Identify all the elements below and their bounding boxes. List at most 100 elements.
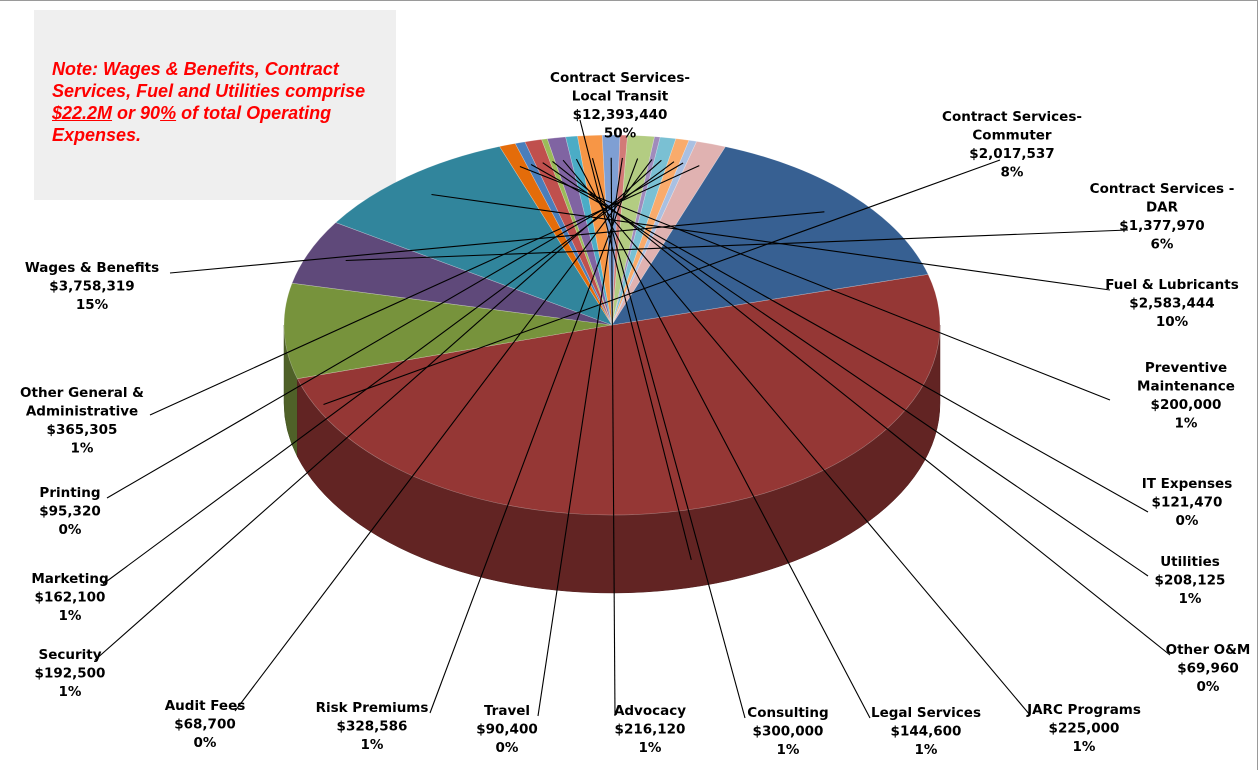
note-prefix: Note: Wages & Benefits, Contract Service… <box>52 59 366 101</box>
slice-label-name: Contract Services- <box>550 70 690 86</box>
note-text: Note: Wages & Benefits, Contract Service… <box>52 58 382 146</box>
data-label-printing: Printing $95,320 0% <box>39 485 101 538</box>
data-label-contract-services-commuter: Contract Services- Commuter $2,017,537 8% <box>942 109 1082 181</box>
slice-other-o-m <box>541 138 613 326</box>
slice-label-name: Contract Services - <box>1090 181 1235 197</box>
slice-label-percent: 1% <box>71 441 94 457</box>
slice-label-name: Advocacy <box>614 703 686 719</box>
data-label-contract-services-dar: Contract Services - DAR $1,377,970 6% <box>1090 181 1235 253</box>
slice-label-percent: 1% <box>1073 739 1096 755</box>
leader-line-wages-benefits <box>169 211 825 274</box>
slice-label-percent: 0% <box>1197 679 1220 695</box>
slice-label-name: Administrative <box>26 404 138 420</box>
leader-line-advocacy <box>610 157 616 717</box>
slice-label-name: Consulting <box>747 705 828 721</box>
data-label-wages-benefits: Wages & Benefits $3,758,319 15% <box>25 260 159 313</box>
slice-label-percent: 0% <box>496 740 519 756</box>
slice-label-name: Preventive <box>1145 360 1227 376</box>
slice-label-value: $95,320 <box>39 504 101 520</box>
slice-label-percent: 0% <box>59 522 82 538</box>
slice-label-name: Maintenance <box>1137 379 1235 395</box>
slice-label-name: Legal Services <box>871 705 981 721</box>
data-label-legal-services: Legal Services $144,600 1% <box>871 705 981 758</box>
slice-label-name: Wages & Benefits <box>25 260 159 276</box>
slice-label-name: Printing <box>39 485 100 501</box>
note-amount: $22.2M <box>52 103 113 123</box>
data-label-marketing: Marketing $162,100 1% <box>31 571 108 624</box>
slice-label-percent: 50% <box>604 126 637 142</box>
note-box: Note: Wages & Benefits, Contract Service… <box>34 10 396 200</box>
slice-label-name: Other O&M <box>1166 642 1251 658</box>
slice-label-value: $2,017,537 <box>969 146 1054 162</box>
leader-line-jarc-programs <box>562 159 1031 716</box>
slice-label-percent: 1% <box>1179 591 1202 607</box>
slice-label-name: JARC Programs <box>1026 702 1141 718</box>
data-label-consulting: Consulting $300,000 1% <box>747 705 828 758</box>
slice-label-percent: 6% <box>1151 237 1174 253</box>
data-label-security: Security $192,500 1% <box>35 647 106 700</box>
leader-lines <box>94 119 1171 719</box>
slice-label-percent: 1% <box>639 740 662 756</box>
slice-legal-services <box>565 135 613 326</box>
slice-label-value: $300,000 <box>753 724 824 740</box>
data-label-it-expenses: IT Expenses $121,470 0% <box>1142 476 1233 529</box>
slice-printing <box>611 139 698 326</box>
slice-travel <box>611 134 628 326</box>
slice-label-value: $121,470 <box>1152 495 1223 511</box>
data-label-audit-fees: Audit Fees $68,700 0% <box>165 698 246 751</box>
slice-label-name: Fuel & Lubricants <box>1105 277 1239 293</box>
slice-label-percent: 0% <box>1176 513 1199 529</box>
note-pct-sign: % <box>160 103 177 123</box>
slice-fuel-lubricants <box>335 146 613 326</box>
data-label-advocacy: Advocacy $216,120 1% <box>614 703 686 756</box>
slice-label-value: $328,586 <box>337 719 408 735</box>
slice-label-name: DAR <box>1146 200 1179 216</box>
slice-contract-services-commuter <box>283 282 613 380</box>
slice-preventive-maintenance <box>499 143 613 326</box>
data-label-preventive-maintenance: Preventive Maintenance $200,000 1% <box>1137 360 1235 432</box>
slice-it-expenses <box>514 141 613 326</box>
leader-line-contract-services-commuter <box>323 159 1001 406</box>
leader-line-preventive-maintenance <box>519 165 1111 401</box>
slice-label-percent: 8% <box>1001 165 1024 181</box>
slice-wages-benefits <box>611 146 929 326</box>
leader-line-contract-services-local-transit <box>579 119 692 561</box>
leader-line-fuel-lubricants <box>431 193 1111 291</box>
slice-label-value: $69,960 <box>1177 661 1239 677</box>
leader-line-other-general-administrative <box>149 165 700 416</box>
slice-label-name: Security <box>38 647 101 663</box>
data-label-fuel-lubricants: Fuel & Lubricants $2,583,444 10% <box>1105 277 1239 330</box>
leader-line-consulting <box>591 158 746 719</box>
leader-line-other-o-m <box>552 160 1171 656</box>
leader-line-it-expenses <box>530 164 1149 513</box>
data-label-utilities: Utilities $208,125 1% <box>1155 554 1226 607</box>
slice-label-name: Local Transit <box>572 89 669 105</box>
leader-line-contract-services-dar <box>345 229 1129 262</box>
leader-line-risk-premiums <box>429 158 639 714</box>
slice-contract-services-dar <box>291 222 613 326</box>
note-suffix: of total Operating Expenses. <box>52 103 332 145</box>
slice-label-value: $144,600 <box>891 724 962 740</box>
slice-label-name: Commuter <box>972 128 1052 144</box>
slice-utilities <box>524 139 613 326</box>
slice-label-name: Risk Premiums <box>316 700 429 716</box>
slice-label-value: $3,758,319 <box>49 279 134 295</box>
data-label-other-general-administrative: Other General & Administrative $365,305 1% <box>20 385 144 457</box>
slice-consulting <box>577 134 613 326</box>
data-labels: Contract Services- Local Transit $12,393,4… <box>20 70 1250 758</box>
slice-label-percent: 1% <box>361 737 384 753</box>
slice-label-percent: 1% <box>915 742 938 758</box>
slice-label-name: Other General & <box>20 385 144 401</box>
data-label-other-o-m: Other O&M $69,960 0% <box>1166 642 1251 695</box>
slice-label-value: $12,393,440 <box>573 107 668 123</box>
data-label-travel: Travel $90,400 0% <box>476 703 538 756</box>
slice-other-general-administrative <box>611 141 726 326</box>
leader-line-audit-fees <box>234 159 653 712</box>
slice-label-value: $2,583,444 <box>1129 296 1214 312</box>
slice-label-name: IT Expenses <box>1142 476 1233 492</box>
data-label-contract-services-local-transit: Contract Services- Local Transit $12,393,4… <box>550 70 690 142</box>
slice-label-name: Marketing <box>31 571 108 587</box>
leader-line-travel <box>537 157 623 717</box>
data-label-risk-premiums: Risk Premiums $328,586 1% <box>316 700 429 753</box>
